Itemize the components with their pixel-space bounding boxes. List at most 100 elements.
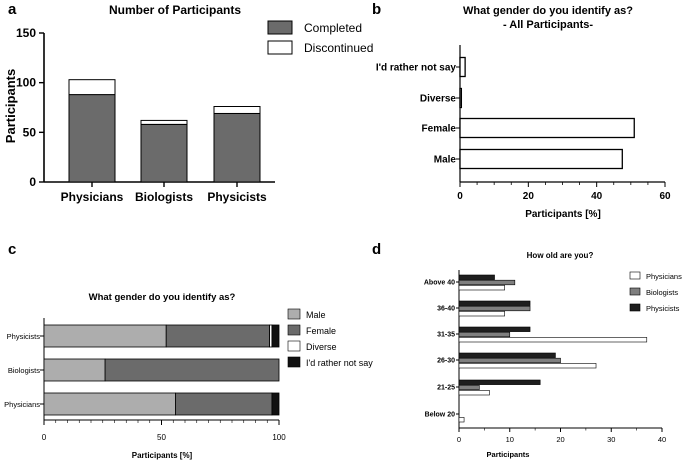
plot-area-b: 0 20 40 60 I'd rather not say Diverse Female Ma… bbox=[376, 45, 671, 202]
y-axis-label-a: Participants bbox=[3, 69, 18, 143]
panel-label-d: d bbox=[372, 241, 381, 258]
legend-label-male: Male bbox=[306, 310, 326, 320]
x-tick-label-b: 0 bbox=[457, 191, 463, 202]
bar-biologists-21-25 bbox=[458, 384, 480, 391]
y-tick-label-a: 150 bbox=[16, 26, 36, 40]
panel-d: d How old are you? Participants 0 10 20 30 4… bbox=[372, 241, 682, 459]
bar-physicians-male bbox=[43, 392, 177, 416]
bar-discontinued-physicians bbox=[68, 79, 116, 96]
bar-physicians-rather-not-say bbox=[271, 392, 280, 416]
bar-physicists-26-30 bbox=[458, 352, 556, 358]
legend-swatch-physicians bbox=[629, 271, 641, 280]
bar-i-d-rather-not-say bbox=[459, 56, 466, 78]
legend-label-biologists: Biologists bbox=[646, 288, 678, 297]
legend-label-physicists: Physicists bbox=[646, 304, 680, 313]
x-tick-label-d: 40 bbox=[658, 435, 666, 444]
y-tick-label-b: Diverse bbox=[420, 94, 457, 105]
legend-label-completed: Completed bbox=[304, 21, 362, 35]
x-tick-label-d: 30 bbox=[607, 435, 615, 444]
plot-area-c: 0 50 100 Physicists Biologists Physicians bbox=[4, 318, 286, 442]
x-tick-label-d: 20 bbox=[556, 435, 564, 444]
legend-label-physicians: Physicians bbox=[646, 272, 682, 281]
y-tick-label-d: 31-35 bbox=[437, 332, 455, 339]
panel-label-c: c bbox=[8, 241, 16, 258]
bar-physicists-male bbox=[43, 324, 167, 348]
legend-swatch-male bbox=[287, 308, 301, 320]
y-tick-label-d: Above 40 bbox=[424, 280, 455, 287]
legend-swatch-discontinued bbox=[267, 40, 293, 55]
bar-physicians-26-30 bbox=[458, 363, 597, 369]
x-tick-label-a: Physicians bbox=[61, 190, 124, 204]
legend-label-discontinued: Discontinued bbox=[304, 41, 373, 55]
y-tick-label-d: 36-40 bbox=[437, 306, 455, 313]
bar-physicians-36-40 bbox=[458, 311, 505, 317]
legend-label-rather-not-say: I'd rather not say bbox=[306, 358, 373, 368]
bar-biologists-female bbox=[104, 358, 280, 382]
bar-physicians-female bbox=[175, 392, 273, 416]
x-tick-label-a: Physicists bbox=[207, 190, 267, 204]
bar-completed-physicists bbox=[213, 112, 261, 183]
panel-label-b: b bbox=[372, 1, 381, 18]
chart-title-c: What gender do you identify as? bbox=[89, 292, 236, 303]
x-axis-label-b: Participants [%] bbox=[525, 209, 601, 220]
y-tick-label-a: 50 bbox=[23, 125, 37, 139]
chart-title-a: Number of Participants bbox=[109, 3, 241, 17]
x-tick-label-d: 10 bbox=[506, 435, 514, 444]
x-tick-label-b: 20 bbox=[523, 191, 535, 202]
bar-physicians-21-25 bbox=[458, 390, 490, 396]
panel-label-a: a bbox=[8, 1, 17, 18]
y-tick-label-a: 0 bbox=[29, 175, 36, 189]
bar-physicists-21-25 bbox=[458, 379, 541, 385]
x-axis-label-c: Participants [%] bbox=[132, 451, 193, 460]
legend-label-female: Female bbox=[306, 326, 336, 336]
x-tick-label-b: 60 bbox=[659, 191, 671, 202]
legend-swatch-female bbox=[287, 324, 301, 336]
x-tick-label-c: 50 bbox=[157, 433, 166, 442]
bar-biologists-36-40 bbox=[458, 305, 531, 312]
panel-c: c What gender do you identify as? Partic… bbox=[4, 241, 373, 460]
y-tick-label-d: 26-30 bbox=[437, 358, 455, 365]
bar-completed-biologists bbox=[140, 123, 188, 183]
bar-physicists-above-40 bbox=[458, 274, 495, 280]
legend-swatch-diverse bbox=[287, 340, 301, 352]
bar-physicists-31-35 bbox=[458, 326, 531, 332]
x-tick-label-c: 0 bbox=[42, 433, 47, 442]
bar-biologists-male bbox=[43, 358, 106, 382]
bar-physicists-rather-not-say bbox=[271, 324, 280, 348]
x-tick-label-a: Biologists bbox=[135, 190, 193, 204]
y-tick-label-d: 21-25 bbox=[437, 385, 455, 392]
bar-biologists-31-35 bbox=[458, 331, 511, 338]
legend-swatch-rather-not-say bbox=[287, 356, 301, 368]
bar-discontinued-biologists bbox=[140, 119, 188, 125]
bar-physicians-below-20 bbox=[458, 417, 465, 423]
panel-a: a Number of Participants Participants 0 5… bbox=[3, 1, 373, 204]
bar-biologists-26-30 bbox=[458, 357, 561, 364]
y-tick-label-c: Biologists bbox=[8, 366, 40, 375]
bar-biologists-above-40 bbox=[458, 279, 516, 286]
y-tick-label-c: Physicians bbox=[4, 400, 40, 409]
y-tick-label-b: Male bbox=[434, 155, 457, 166]
bar-physicists-female bbox=[165, 324, 270, 348]
bar-physicians-above-40 bbox=[458, 285, 505, 291]
y-tick-label-b: Female bbox=[422, 124, 457, 135]
legend-swatch-biologists bbox=[629, 287, 641, 296]
y-tick-label-a: 100 bbox=[16, 76, 36, 90]
bar-discontinued-physicists bbox=[213, 106, 261, 114]
chart-subtitle-b: - All Participants- bbox=[503, 19, 593, 31]
bar-completed-physicians bbox=[68, 94, 116, 183]
legend-swatch-physicists bbox=[629, 303, 641, 312]
plot-area-a: 0 50 100 150 Physicians Biologists Physicists bbox=[16, 26, 275, 204]
y-tick-label-c: Physicists bbox=[7, 332, 41, 341]
x-axis-label-d: Participants bbox=[487, 450, 530, 459]
legend-swatch-completed bbox=[267, 20, 293, 35]
x-tick-label-d: 0 bbox=[457, 435, 461, 444]
bar-female bbox=[459, 117, 635, 139]
y-tick-label-d: Below 20 bbox=[425, 412, 455, 419]
bar-physicists-36-40 bbox=[458, 300, 531, 306]
chart-title-b: What gender do you identify as? bbox=[463, 5, 633, 17]
x-tick-label-c: 100 bbox=[272, 433, 286, 442]
y-tick-label-b: I'd rather not say bbox=[376, 63, 457, 74]
plot-area-d: 0 10 20 30 40 Above 40 36-40 31-35 26-30 21-25 Bel… bbox=[424, 270, 666, 444]
panel-b: b What gender do you identify as? - All … bbox=[372, 1, 671, 220]
